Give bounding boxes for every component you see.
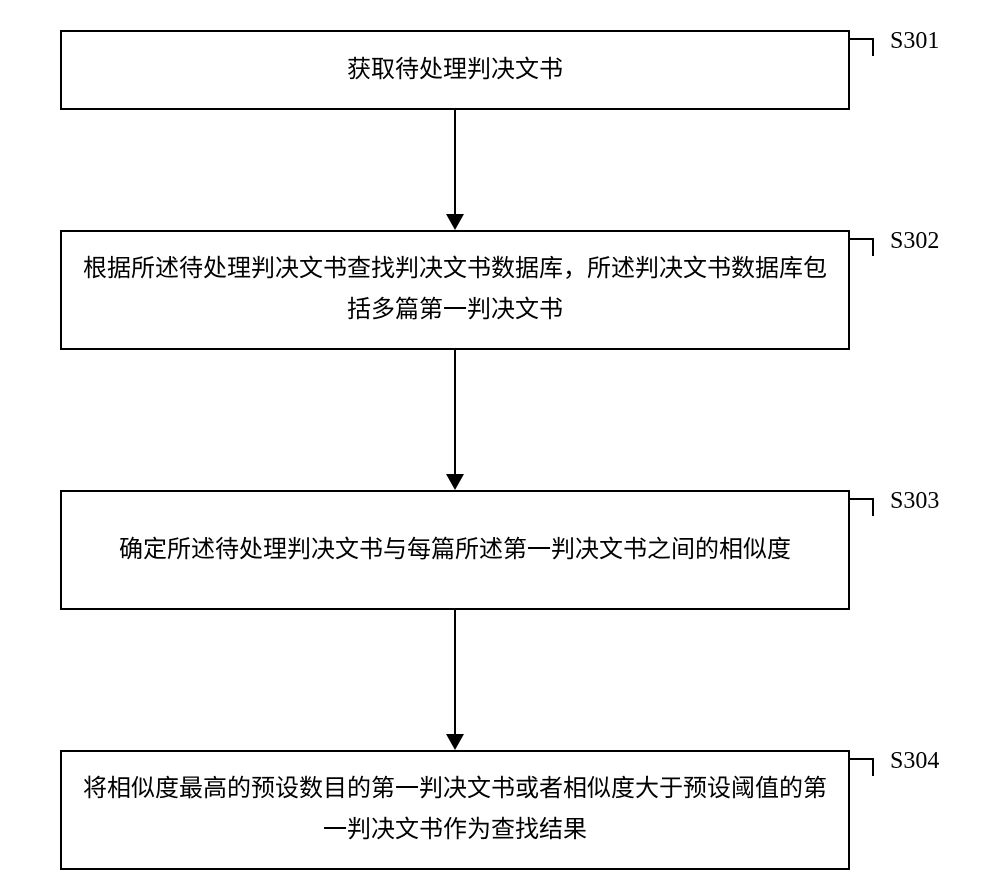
flow-node-s303: 确定所述待处理判决文书与每篇所述第一判决文书之间的相似度 [60, 490, 850, 610]
flow-node-s301: 获取待处理判决文书 [60, 30, 850, 110]
node-text: 根据所述待处理判决文书查找判决文书数据库，所述判决文书数据库包括多篇第一判决文书 [82, 249, 828, 331]
node-text: 确定所述待处理判决文书与每篇所述第一判决文书之间的相似度 [119, 530, 791, 571]
step-label-s303: S303 [890, 488, 939, 515]
flow-node-s304: 将相似度最高的预设数目的第一判决文书或者相似度大于预设阈值的第一判决文书作为查找… [60, 750, 850, 870]
arrow-head [446, 474, 464, 490]
arrow-line [454, 110, 456, 214]
step-label-s302: S302 [890, 228, 939, 255]
arrow-line [454, 610, 456, 734]
step-label-s301: S301 [890, 28, 939, 55]
arrow-head [446, 214, 464, 230]
arrow-line [454, 350, 456, 474]
label-bracket [850, 758, 874, 776]
flow-node-s302: 根据所述待处理判决文书查找判决文书数据库，所述判决文书数据库包括多篇第一判决文书 [60, 230, 850, 350]
label-bracket [850, 498, 874, 516]
step-label-s304: S304 [890, 748, 939, 775]
label-bracket [850, 38, 874, 56]
node-text: 将相似度最高的预设数目的第一判决文书或者相似度大于预设阈值的第一判决文书作为查找… [82, 769, 828, 851]
node-text: 获取待处理判决文书 [347, 50, 563, 91]
arrow-head [446, 734, 464, 750]
label-bracket [850, 238, 874, 256]
